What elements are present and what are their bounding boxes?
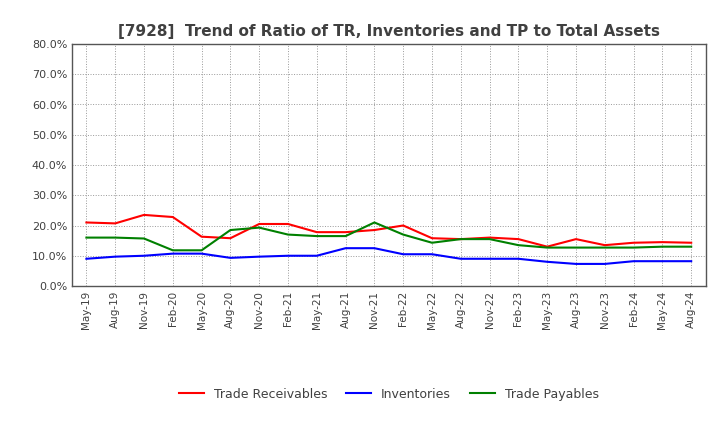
Trade Payables — [284, 232, 292, 237]
Inventories — [312, 253, 321, 258]
Trade Payables — [485, 236, 494, 242]
Trade Payables — [600, 245, 609, 250]
Trade Payables — [399, 232, 408, 237]
Inventories — [687, 259, 696, 264]
Trade Payables — [168, 248, 177, 253]
Trade Receivables — [399, 223, 408, 228]
Trade Payables — [370, 220, 379, 225]
Trade Payables — [629, 245, 638, 250]
Inventories — [341, 246, 350, 251]
Trade Receivables — [111, 221, 120, 226]
Trade Receivables — [572, 236, 580, 242]
Inventories — [168, 251, 177, 256]
Inventories — [140, 253, 148, 258]
Trade Payables — [514, 242, 523, 248]
Inventories — [226, 255, 235, 260]
Trade Receivables — [226, 235, 235, 241]
Inventories — [658, 259, 667, 264]
Trade Payables — [428, 240, 436, 246]
Inventories — [111, 254, 120, 259]
Trade Payables — [687, 244, 696, 249]
Trade Receivables — [168, 214, 177, 220]
Inventories — [428, 252, 436, 257]
Inventories — [629, 259, 638, 264]
Inventories — [514, 256, 523, 261]
Inventories — [543, 259, 552, 264]
Line: Inventories: Inventories — [86, 248, 691, 264]
Trade Payables — [312, 234, 321, 239]
Inventories — [370, 246, 379, 251]
Inventories — [600, 261, 609, 267]
Trade Receivables — [485, 235, 494, 240]
Trade Receivables — [370, 227, 379, 233]
Line: Trade Receivables: Trade Receivables — [86, 215, 691, 247]
Trade Receivables — [312, 230, 321, 235]
Trade Payables — [255, 225, 264, 230]
Inventories — [485, 256, 494, 261]
Line: Trade Payables: Trade Payables — [86, 223, 691, 250]
Inventories — [456, 256, 465, 261]
Trade Receivables — [341, 230, 350, 235]
Trade Receivables — [514, 236, 523, 242]
Trade Receivables — [140, 212, 148, 217]
Inventories — [572, 261, 580, 267]
Inventories — [284, 253, 292, 258]
Trade Payables — [226, 227, 235, 233]
Trade Receivables — [284, 221, 292, 227]
Trade Receivables — [629, 240, 638, 246]
Trade Receivables — [255, 221, 264, 227]
Trade Payables — [197, 248, 206, 253]
Trade Receivables — [82, 220, 91, 225]
Trade Receivables — [658, 239, 667, 245]
Trade Receivables — [543, 244, 552, 249]
Inventories — [255, 254, 264, 259]
Trade Receivables — [600, 242, 609, 248]
Title: [7928]  Trend of Ratio of TR, Inventories and TP to Total Assets: [7928] Trend of Ratio of TR, Inventories… — [118, 24, 660, 39]
Trade Receivables — [428, 235, 436, 241]
Trade Payables — [658, 244, 667, 249]
Trade Payables — [140, 236, 148, 241]
Inventories — [82, 256, 91, 261]
Inventories — [399, 252, 408, 257]
Trade Receivables — [687, 240, 696, 246]
Legend: Trade Receivables, Inventories, Trade Payables: Trade Receivables, Inventories, Trade Pa… — [174, 383, 604, 406]
Trade Payables — [111, 235, 120, 240]
Trade Receivables — [456, 236, 465, 242]
Trade Payables — [572, 245, 580, 250]
Trade Payables — [543, 245, 552, 250]
Inventories — [197, 251, 206, 256]
Trade Payables — [341, 234, 350, 239]
Trade Payables — [456, 236, 465, 242]
Trade Receivables — [197, 234, 206, 239]
Trade Payables — [82, 235, 91, 240]
